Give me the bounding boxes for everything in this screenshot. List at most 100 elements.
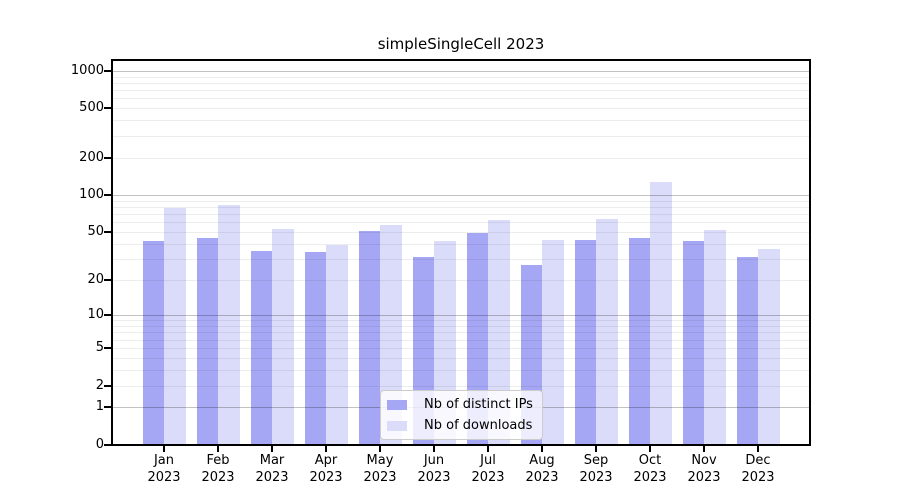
x-tick-year: 2023 xyxy=(201,470,235,485)
gridline-minor xyxy=(112,280,810,282)
bar-distinct-ips-dec xyxy=(736,257,758,445)
y-tick-mark xyxy=(104,194,111,197)
x-tick-label: Mar 2023 xyxy=(232,452,312,486)
x-tick-year: 2023 xyxy=(687,470,721,485)
y-tick-mark xyxy=(104,156,111,159)
x-tick-mark xyxy=(379,446,381,452)
x-tick-year: 2023 xyxy=(471,470,505,485)
legend-label-distinct-ips: Nb of distinct IPs xyxy=(424,397,533,412)
y-tick-label: 100 xyxy=(79,187,104,203)
gridline-minor xyxy=(112,339,810,341)
x-tick-month: May xyxy=(366,453,394,468)
bar-downloads-dec xyxy=(758,249,780,445)
x-tick-year: 2023 xyxy=(741,470,775,485)
x-tick-month: Jan xyxy=(153,453,175,468)
y-tick-label: 1 xyxy=(95,399,104,415)
gridline-major xyxy=(112,195,810,197)
y-tick-label: 2 xyxy=(95,377,104,393)
legend-row-downloads: Nb of downloads xyxy=(387,418,533,433)
x-tick-month: Jun xyxy=(423,453,445,468)
y-tick-label: 500 xyxy=(79,100,104,116)
gridline-minor xyxy=(112,98,810,100)
y-tick-mark xyxy=(104,384,111,387)
gridline-minor xyxy=(112,207,810,208)
x-tick-label: Jun 2023 xyxy=(394,452,474,486)
gridline-major xyxy=(112,70,810,72)
gridline-minor xyxy=(112,82,810,84)
bar-distinct-ips-may xyxy=(358,231,380,445)
x-tick-month: Feb xyxy=(206,453,230,468)
plot-area xyxy=(111,59,811,446)
gridline-minor xyxy=(112,157,810,159)
chart-title: simpleSingleCell 2023 xyxy=(377,35,545,53)
legend: Nb of distinct IPs Nb of downloads xyxy=(380,390,543,440)
x-tick-year: 2023 xyxy=(309,470,343,485)
x-tick-label: May 2023 xyxy=(340,452,420,486)
x-tick-mark xyxy=(271,446,273,452)
x-tick-label: Jan 2023 xyxy=(124,452,204,486)
gridline-minor xyxy=(112,357,810,359)
y-tick-mark xyxy=(104,69,111,72)
x-tick-mark xyxy=(163,446,165,452)
y-tick-label: 1000 xyxy=(70,62,104,78)
x-tick-label: Nov 2023 xyxy=(664,452,744,486)
x-tick-mark xyxy=(703,446,705,452)
gridline-minor xyxy=(112,232,810,234)
x-tick-year: 2023 xyxy=(147,470,181,485)
y-tick-label: 5 xyxy=(95,339,104,355)
legend-swatch-distinct-ips xyxy=(387,399,407,410)
y-tick-label: 0 xyxy=(95,437,104,452)
y-tick-label: 10 xyxy=(87,307,104,323)
x-tick-month: Aug xyxy=(529,453,555,468)
bar-distinct-ips-nov xyxy=(682,241,704,445)
bar-distinct-ips-feb xyxy=(196,237,218,445)
x-tick-mark xyxy=(595,446,597,452)
x-tick-mark xyxy=(325,446,327,452)
bar-downloads-feb xyxy=(218,205,240,445)
gridline-minor xyxy=(112,76,810,78)
x-tick-year: 2023 xyxy=(255,470,289,485)
gridline-minor xyxy=(112,332,810,334)
x-tick-month: Mar xyxy=(259,453,285,468)
x-tick-month: Nov xyxy=(691,453,717,468)
bar-downloads-oct xyxy=(650,181,672,445)
x-tick-label: Jul 2023 xyxy=(448,452,528,486)
gridline-minor xyxy=(112,222,810,224)
y-tick-mark xyxy=(104,107,111,110)
bar-downloads-aug xyxy=(542,240,564,445)
gridline-minor xyxy=(112,243,810,245)
x-tick-label: Aug 2023 xyxy=(502,452,582,486)
gridline-minor xyxy=(112,326,810,327)
gridline-minor xyxy=(112,259,810,261)
gridline-major xyxy=(112,315,810,317)
bar-downloads-mar xyxy=(272,228,294,445)
x-tick-month: Jul xyxy=(480,453,496,468)
x-tick-month: Oct xyxy=(638,453,662,468)
bar-downloads-sep xyxy=(596,218,618,445)
gridline-minor xyxy=(112,369,810,371)
bar-distinct-ips-apr xyxy=(304,252,326,445)
x-tick-label: Feb 2023 xyxy=(178,452,258,486)
x-tick-month: Dec xyxy=(745,453,771,468)
y-tick-label: 50 xyxy=(87,224,104,240)
x-tick-month: Apr xyxy=(314,453,338,468)
x-tick-mark xyxy=(649,446,651,452)
y-tick-mark xyxy=(104,406,111,409)
gridline-minor xyxy=(112,90,810,92)
bar-downloads-nov xyxy=(704,229,726,445)
bar-distinct-ips-oct xyxy=(628,237,650,445)
y-tick-label: 200 xyxy=(79,149,104,165)
y-tick-mark xyxy=(104,346,111,349)
gridline-minor xyxy=(112,385,810,387)
y-tick-mark xyxy=(104,279,111,282)
x-tick-label: Apr 2023 xyxy=(286,452,366,486)
x-tick-year: 2023 xyxy=(417,470,451,485)
x-tick-year: 2023 xyxy=(579,470,613,485)
x-tick-label: Dec 2023 xyxy=(718,452,798,486)
bar-downloads-apr xyxy=(326,245,348,445)
x-tick-mark xyxy=(487,446,489,452)
gridline-minor xyxy=(112,347,810,349)
x-tick-year: 2023 xyxy=(363,470,397,485)
x-tick-label: Oct 2023 xyxy=(610,452,690,486)
